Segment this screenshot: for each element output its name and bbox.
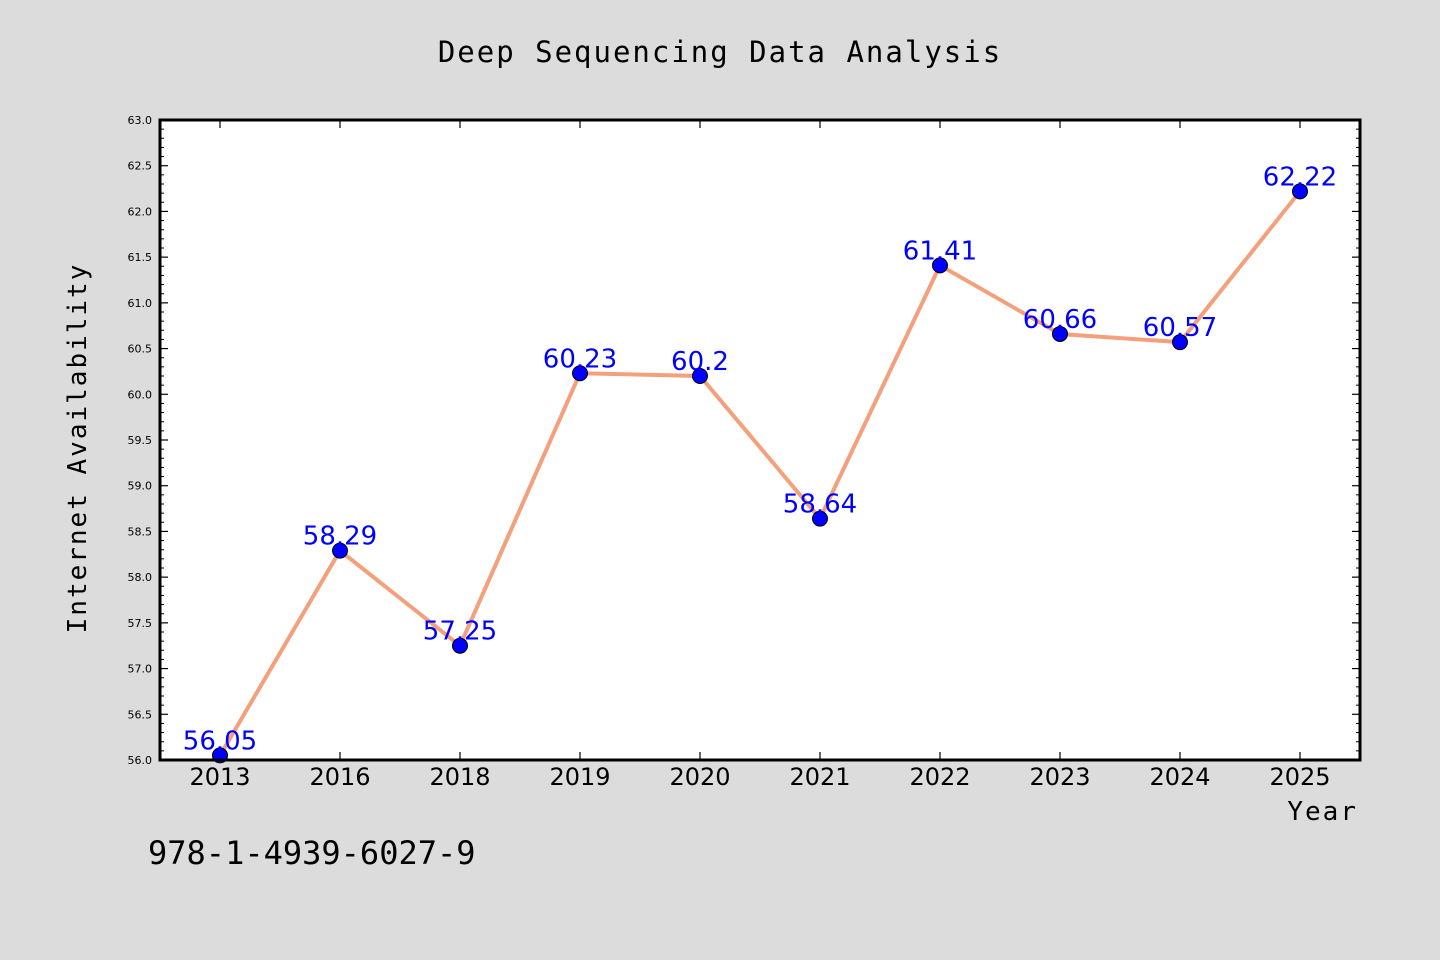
- y-tick-label: 59.5: [128, 434, 153, 447]
- x-axis-ticks: 2013 2016 2018 2019 2020 2021 2022 2023 2024 2025: [189, 120, 1331, 791]
- isbn-text: 978-1-4939-6027-9: [148, 834, 476, 872]
- y-tick-label: 62.5: [128, 160, 153, 173]
- data-point: [932, 257, 948, 274]
- x-tick-label: 2018: [429, 763, 490, 791]
- data-label: 62.22: [1263, 162, 1337, 192]
- plot-area: [160, 120, 1360, 760]
- y-tick-label: 59.0: [128, 480, 153, 493]
- x-tick-label: 2024: [1149, 763, 1210, 791]
- y-tick-label: 57.5: [128, 617, 153, 630]
- data-label: 58.64: [783, 490, 857, 520]
- data-point: [1052, 325, 1068, 342]
- x-tick-label: 2013: [189, 763, 250, 791]
- data-label: 60.23: [543, 344, 617, 374]
- x-tick-label: 2021: [789, 763, 850, 791]
- data-label-layer: 56.05 58.29 57.25 60.23 60.2 58.64 61.41 60.66 6…: [183, 162, 1337, 756]
- data-point: [572, 365, 588, 382]
- y-tick-label: 61.0: [128, 297, 153, 310]
- y-tick-label: 57.0: [128, 663, 153, 676]
- series-layer: [212, 183, 1308, 764]
- y-tick-label: 56.5: [128, 708, 153, 721]
- y-tick-label: 60.5: [128, 343, 153, 356]
- x-tick-label: 2025: [1269, 763, 1330, 791]
- y-axis-ticks: 56.0 56.5 57.0 57.5 58.0 58.5 59.0 59.5 60.0 60.5…: [128, 114, 1360, 767]
- data-point: [332, 542, 348, 559]
- x-tick-label: 2016: [309, 763, 370, 791]
- data-label: 58.29: [303, 522, 377, 552]
- data-label: 60.2: [671, 347, 729, 377]
- y-tick-label: 60.0: [128, 388, 153, 401]
- data-point: [692, 368, 708, 384]
- plot-frame: [158, 118, 1362, 762]
- y-tick-label: 58.0: [128, 571, 153, 584]
- data-label: 60.57: [1143, 313, 1217, 343]
- data-point: [812, 510, 828, 527]
- series-line: [218, 190, 1302, 757]
- y-tick-label: 61.5: [128, 251, 153, 264]
- data-label: 57.25: [423, 617, 497, 647]
- x-tick-label: 2020: [669, 763, 730, 791]
- data-label: 60.66: [1023, 305, 1097, 335]
- y-tick-label: 63.0: [128, 114, 153, 127]
- data-label: 61.41: [903, 236, 977, 266]
- x-tick-label: 2022: [909, 763, 970, 791]
- y-tick-label: 62.0: [128, 205, 153, 218]
- data-point: [1292, 183, 1308, 200]
- chart-title: Deep Sequencing Data Analysis: [438, 35, 1002, 69]
- y-tick-label: 58.5: [128, 525, 153, 538]
- y-tick-label: 56.0: [128, 754, 153, 767]
- x-axis-title: Year: [1287, 797, 1358, 827]
- x-tick-label: 2023: [1029, 763, 1090, 791]
- x-tick-label: 2019: [549, 763, 610, 791]
- y-axis-title: Internet Availability: [63, 263, 93, 634]
- data-point: [452, 637, 468, 654]
- data-label: 56.05: [183, 726, 257, 756]
- data-point: [1172, 334, 1188, 351]
